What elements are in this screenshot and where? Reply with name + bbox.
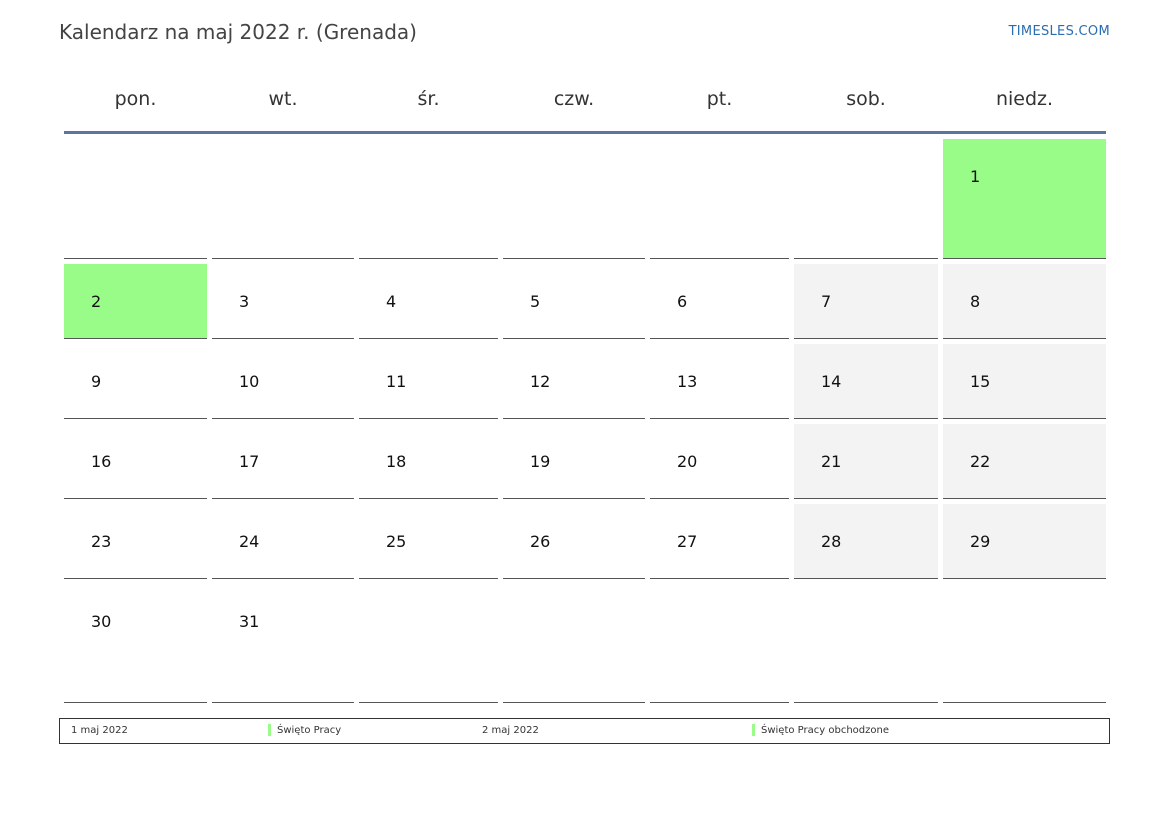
legend-holiday-2: Święto Pracy obchodzone (761, 725, 889, 736)
empty-day-cell (359, 584, 498, 703)
weekday-wed: śr. (417, 88, 440, 110)
weekday-sun: niedz. (995, 88, 1054, 110)
day-cell[interactable]: 4 (359, 264, 498, 339)
legend-holiday-1: Święto Pracy (277, 725, 342, 736)
day-cell[interactable]: 22 (943, 424, 1106, 499)
day-cell[interactable]: 20 (650, 424, 789, 499)
weekday-header: pon. wt. śr. czw. pt. sob. niedz. (64, 75, 1106, 132)
day-cell[interactable]: 23 (64, 504, 207, 579)
empty-day-cell (794, 139, 938, 259)
legend-date-2: 2 maj 2022 (482, 725, 539, 736)
day-cell[interactable]: 1 (943, 139, 1106, 259)
day-number: 4 (386, 292, 397, 311)
empty-day-cell (64, 139, 207, 259)
day-cell[interactable]: 5 (503, 264, 645, 339)
day-cell[interactable]: 30 (64, 584, 207, 703)
day-cell[interactable]: 7 (794, 264, 938, 339)
empty-day-cell (212, 139, 354, 259)
day-cell[interactable]: 19 (503, 424, 645, 499)
weekday-fri: pt. (706, 88, 733, 110)
day-cell[interactable]: 2 (64, 264, 207, 339)
holiday-legend: 1 maj 2022 Święto Pracy 2 maj 2022 Święt… (59, 718, 1110, 744)
day-cell[interactable]: 21 (794, 424, 938, 499)
day-number: 19 (530, 452, 551, 471)
day-number: 10 (239, 372, 260, 391)
day-number: 2 (91, 292, 102, 311)
day-cell[interactable]: 29 (943, 504, 1106, 579)
day-number: 29 (970, 532, 991, 551)
header-divider (64, 131, 1106, 134)
empty-day-cell (943, 584, 1106, 703)
weekday-mon: pon. (114, 88, 157, 110)
day-cell[interactable]: 26 (503, 504, 645, 579)
empty-day-cell (359, 139, 498, 259)
day-cell[interactable]: 15 (943, 344, 1106, 419)
day-cell[interactable]: 10 (212, 344, 354, 419)
empty-day-cell (650, 584, 789, 703)
legend-marker-1 (268, 724, 271, 736)
day-number: 3 (239, 292, 250, 311)
day-cell[interactable]: 24 (212, 504, 354, 579)
empty-day-cell (794, 584, 938, 703)
weekday-tue: wt. (268, 88, 298, 110)
day-cell[interactable]: 31 (212, 584, 354, 703)
day-number: 5 (530, 292, 541, 311)
day-number: 23 (91, 532, 112, 551)
day-number: 21 (821, 452, 842, 471)
day-number: 15 (970, 372, 991, 391)
day-cell[interactable]: 3 (212, 264, 354, 339)
empty-day-cell (650, 139, 789, 259)
day-number: 31 (239, 612, 260, 631)
day-cell[interactable]: 28 (794, 504, 938, 579)
day-cell[interactable]: 16 (64, 424, 207, 499)
day-cell[interactable]: 27 (650, 504, 789, 579)
site-link[interactable]: TIMESLES.COM (1008, 24, 1110, 39)
day-cell[interactable]: 9 (64, 344, 207, 419)
page-title: Kalendarz na maj 2022 r. (Grenada) (59, 20, 417, 44)
day-number: 12 (530, 372, 551, 391)
calendar-grid: 1 2 3 4 5 6 7 8 9 10 11 12 13 14 15 16 17 18 19 20 21 22 23 24 2… (64, 139, 1106, 703)
day-number: 20 (677, 452, 698, 471)
day-number: 11 (386, 372, 407, 391)
day-number: 28 (821, 532, 842, 551)
empty-day-cell (503, 584, 645, 703)
day-number: 22 (970, 452, 991, 471)
day-number: 13 (677, 372, 698, 391)
empty-day-cell (503, 139, 645, 259)
day-number: 26 (530, 532, 551, 551)
day-number: 9 (91, 372, 102, 391)
day-number: 14 (821, 372, 842, 391)
day-number: 7 (821, 292, 832, 311)
day-number: 1 (970, 167, 981, 186)
legend-date-1: 1 maj 2022 (71, 725, 128, 736)
day-number: 17 (239, 452, 260, 471)
day-cell[interactable]: 13 (650, 344, 789, 419)
day-number: 18 (386, 452, 407, 471)
day-number: 27 (677, 532, 698, 551)
legend-marker-2 (752, 724, 755, 736)
day-cell[interactable]: 25 (359, 504, 498, 579)
day-cell[interactable]: 17 (212, 424, 354, 499)
day-number: 16 (91, 452, 112, 471)
day-number: 24 (239, 532, 260, 551)
day-cell[interactable]: 18 (359, 424, 498, 499)
day-cell[interactable]: 12 (503, 344, 645, 419)
weekday-sat: sob. (846, 88, 886, 110)
day-number: 30 (91, 612, 112, 631)
day-cell[interactable]: 11 (359, 344, 498, 419)
day-cell[interactable]: 14 (794, 344, 938, 419)
day-cell[interactable]: 6 (650, 264, 789, 339)
day-number: 6 (677, 292, 688, 311)
day-number: 25 (386, 532, 407, 551)
day-number: 8 (970, 292, 981, 311)
weekday-thu: czw. (553, 88, 595, 110)
day-cell[interactable]: 8 (943, 264, 1106, 339)
